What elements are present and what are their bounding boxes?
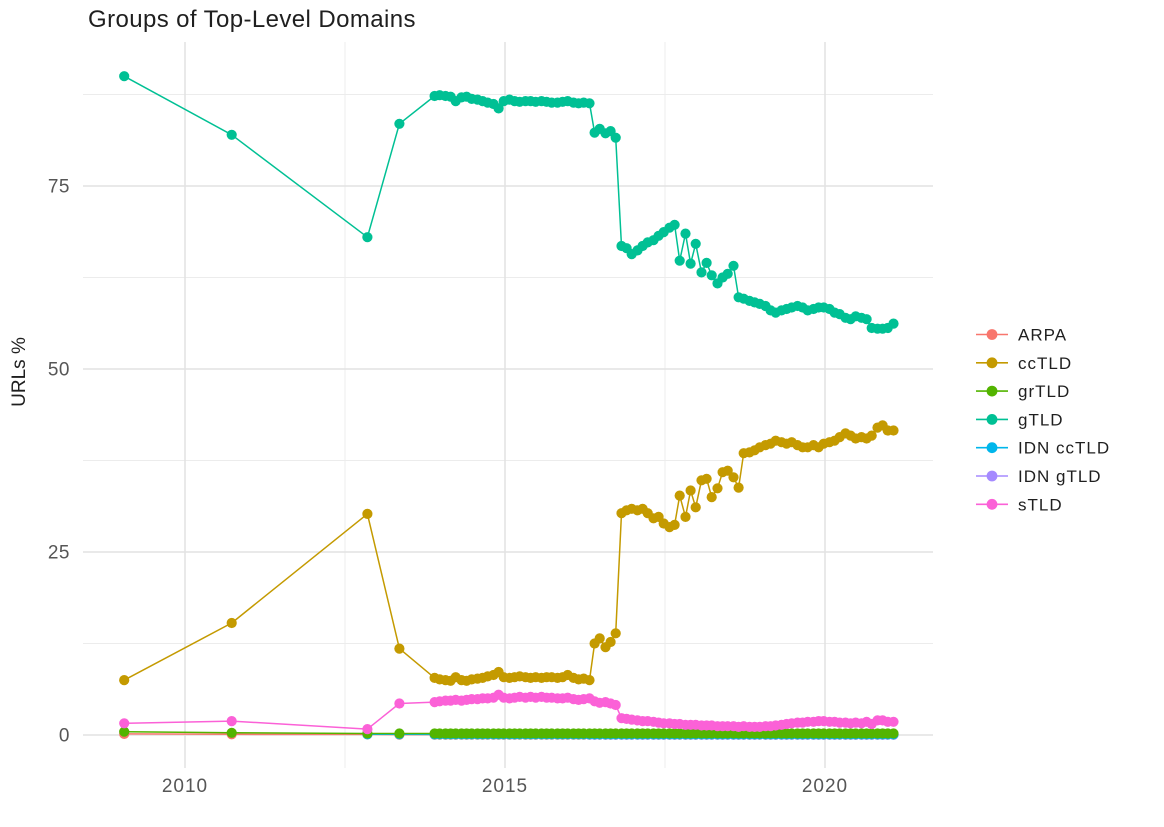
data-point	[696, 267, 707, 278]
legend: ARPA ccTLD grTLD gTLD IDN ccTLD IDN gTLD sTLD	[976, 326, 1110, 514]
y-axis-ticks: 0 25 50 75	[48, 177, 70, 747]
legend-item-cctld: ccTLD	[976, 354, 1072, 373]
data-point	[674, 255, 685, 266]
data-point	[119, 71, 130, 82]
data-point	[394, 643, 405, 654]
data-point	[119, 718, 130, 729]
y-axis-label: URLs %	[9, 337, 30, 407]
data-point	[888, 425, 899, 436]
data-point	[680, 228, 691, 239]
legend-label: IDN ccTLD	[1018, 439, 1110, 458]
y-tick-label: 0	[59, 726, 70, 747]
legend-label: IDN gTLD	[1018, 467, 1102, 486]
legend-item-grtld: grTLD	[976, 382, 1070, 401]
data-point	[866, 430, 877, 441]
data-point	[119, 726, 130, 737]
gridlines	[83, 42, 933, 768]
data-point	[669, 519, 680, 531]
data-point	[706, 270, 717, 281]
legend-item-idn-gtld: IDN gTLD	[976, 467, 1102, 486]
legend-item-arpa: ARPA	[976, 326, 1067, 345]
data-point	[888, 318, 899, 329]
data-point	[888, 716, 899, 727]
series-points-stld	[119, 689, 899, 735]
data-point	[584, 98, 595, 109]
x-tick-label: 2020	[802, 776, 848, 797]
series-points-grtld	[119, 726, 899, 739]
data-point	[584, 675, 595, 686]
data-point	[362, 508, 373, 519]
data-point	[362, 724, 373, 735]
legend-key-dot	[986, 470, 998, 482]
legend-key-dot	[986, 385, 998, 397]
data-point	[728, 260, 739, 271]
series-line-cctld	[123, 424, 894, 682]
legend-key-dot	[986, 357, 998, 369]
data-point	[674, 490, 685, 501]
legend-label: gTLD	[1018, 410, 1064, 429]
y-tick-label: 50	[48, 360, 70, 381]
series-line-gtld	[123, 75, 894, 330]
data-point	[690, 238, 701, 249]
data-point	[119, 675, 130, 686]
legend-label: ARPA	[1018, 326, 1067, 345]
data-point	[733, 482, 744, 493]
legend-item-gtld: gTLD	[976, 410, 1064, 429]
data-point	[610, 699, 621, 711]
x-tick-label: 2015	[482, 776, 528, 797]
chart-title: Groups of Top-Level Domains	[88, 6, 416, 33]
data-point	[610, 132, 621, 143]
legend-item-stld: sTLD	[976, 495, 1063, 514]
data-point	[728, 472, 739, 483]
data-point	[722, 268, 733, 279]
data-point	[362, 232, 373, 243]
data-point	[226, 716, 237, 727]
data-point	[701, 257, 712, 268]
legend-key-dot	[986, 329, 998, 340]
data-point	[685, 258, 696, 269]
data-point	[594, 633, 605, 644]
legend-label: sTLD	[1018, 495, 1063, 514]
data-point	[690, 502, 701, 513]
series-points-gtld	[119, 71, 899, 334]
series-points-cctld	[119, 420, 899, 686]
data-point	[706, 492, 717, 503]
data-point	[226, 129, 237, 140]
data-point	[226, 727, 237, 738]
data-point	[722, 465, 733, 476]
data-point	[394, 118, 405, 129]
legend-label: ccTLD	[1018, 354, 1072, 373]
data-series	[119, 71, 899, 740]
legend-item-idn-cctld: IDN ccTLD	[976, 439, 1110, 458]
x-axis-ticks: 2010 2015 2020	[162, 776, 848, 797]
data-point	[861, 314, 872, 325]
data-point	[701, 473, 712, 484]
legend-label: grTLD	[1018, 382, 1070, 401]
data-point	[605, 636, 616, 648]
legend-key-dot	[986, 498, 998, 510]
data-point	[669, 219, 680, 230]
data-point	[394, 698, 405, 709]
data-point	[610, 628, 621, 639]
data-point	[685, 485, 696, 496]
y-tick-label: 75	[48, 177, 70, 198]
data-point	[712, 483, 723, 494]
x-tick-label: 2010	[162, 776, 208, 797]
legend-key-dot	[986, 442, 998, 454]
y-tick-label: 25	[48, 543, 70, 564]
legend-key-dot	[986, 414, 998, 425]
data-point	[888, 728, 899, 739]
data-point	[226, 617, 237, 629]
data-point	[394, 728, 405, 739]
data-point	[493, 103, 504, 114]
data-point	[680, 511, 691, 522]
